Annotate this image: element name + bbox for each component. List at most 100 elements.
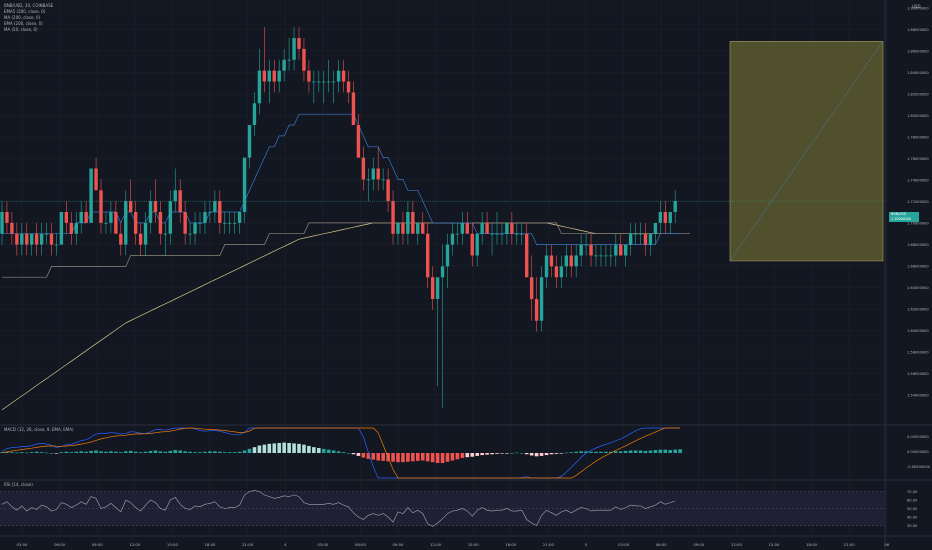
legend-ema5[interactable]: EMA5 (200, close, 0): [4, 9, 46, 14]
price-tick-label: 1.72000000: [907, 200, 929, 204]
rsi-pane[interactable]: [0, 490, 885, 527]
candle-body: [579, 244, 583, 256]
legend-symbol[interactable]: BNB/USD, 30, COINBASE: [4, 3, 54, 8]
candle-body: [133, 212, 138, 234]
candle-body: [10, 222, 14, 234]
macd-histogram-bar: [307, 445, 311, 453]
candle-body: [143, 222, 148, 245]
price-tick-label: 1.80000000: [907, 114, 929, 118]
candle-body: [564, 255, 568, 267]
candle-body: [460, 222, 465, 234]
candle-body: [356, 125, 361, 158]
candle-body: [609, 255, 613, 257]
candle-body: [544, 255, 549, 278]
macd-histogram-bar: [317, 448, 321, 453]
macd-histogram-bar: [321, 448, 326, 453]
candle-body: [173, 190, 177, 202]
macd-histogram-bar: [232, 452, 237, 453]
candle-body: [272, 70, 276, 82]
candle-body: [331, 81, 336, 83]
macd-histogram-bar: [64, 451, 69, 453]
macd-histogram-bar: [475, 453, 479, 456]
macd-pane[interactable]: [0, 427, 682, 479]
candle-body: [445, 244, 450, 267]
time-tick-label: 09:00: [92, 542, 104, 547]
candle-body: [534, 298, 539, 321]
macd-title[interactable]: MACD (12, 26, close, 9, EMA, EMA): [4, 427, 74, 432]
macd-histogram-bar: [569, 452, 574, 453]
candle-body: [262, 70, 267, 82]
indicator-legend[interactable]: BNB/USD, 30, COINBASE EMA5 (200, close, …: [4, 3, 53, 33]
price-axis[interactable]: 1.90000000 1.88000000 1.86000000 1.84000000…: [907, 7, 931, 528]
macd-histogram-bar: [252, 447, 257, 453]
macd-histogram-bar: [401, 453, 405, 463]
time-tick-label: 21:00: [543, 542, 555, 547]
candle-body: [490, 233, 494, 235]
candle-body: [297, 38, 301, 49]
macd-histogram-bar: [668, 450, 673, 453]
candle-body: [376, 168, 380, 180]
main-price-pane[interactable]: [0, 27, 885, 411]
price-tick-label: 1.82000000: [907, 93, 929, 97]
candle-body: [54, 244, 59, 246]
candle-body: [39, 233, 44, 245]
macd-histogram-bar: [262, 444, 267, 453]
currency-label[interactable]: USD: [912, 4, 921, 9]
macd-histogram-bar: [267, 443, 272, 453]
candle-body: [0, 212, 4, 234]
macd-histogram-bar: [173, 450, 178, 453]
legend-ma200[interactable]: MA (200, close, 0): [4, 15, 41, 20]
candle-body: [668, 212, 672, 223]
rsi-title[interactable]: RSI (14, close): [4, 482, 33, 487]
macd-histogram-bar: [544, 453, 549, 456]
rsi-tick-label: 50.00: [907, 507, 918, 511]
legend-ema200[interactable]: EMA (200, close, 0): [4, 21, 43, 26]
macd-histogram-bar: [297, 443, 301, 453]
candle-body: [228, 222, 232, 224]
legend-ma50[interactable]: MA (50, close, 0): [4, 27, 38, 32]
macd-histogram-bar: [49, 453, 54, 454]
candle-body: [168, 201, 172, 234]
candle-body: [485, 222, 489, 234]
macd-histogram-bar: [554, 453, 559, 454]
price-tick-label: 1.56000000: [907, 372, 929, 376]
candle-body: [648, 233, 653, 245]
macd-histogram-bar: [24, 452, 29, 454]
macd-histogram-bar: [29, 452, 34, 453]
macd-histogram-bar: [272, 443, 277, 453]
time-tick-label: 06:00: [54, 542, 66, 547]
macd-histogram-bar: [539, 453, 544, 456]
macd-histogram-bar: [425, 453, 430, 462]
macd-histogram-bar: [331, 450, 336, 453]
macd-histogram-bar: [193, 452, 197, 453]
macd-histogram-bar: [39, 452, 44, 453]
candle-body: [247, 125, 252, 158]
macd-histogram-bar: [341, 452, 346, 453]
price-tag-symbol: BNB/USD: [891, 212, 907, 216]
candle-body: [104, 222, 108, 224]
candle-body: [673, 201, 677, 212]
macd-histogram-bar: [604, 451, 608, 453]
candle-body: [20, 233, 24, 245]
candle-body: [188, 233, 192, 235]
candle-body: [59, 212, 64, 245]
time-axis[interactable]: 03:00 06:00 09:00 12:00 15:00 18:00 21:00 4 03:0…: [17, 542, 890, 547]
candle-body: [643, 233, 648, 245]
price-tick-label: 1.90000000: [907, 7, 929, 11]
candle-body: [505, 222, 509, 234]
candle-body: [529, 277, 534, 299]
rsi-tick-label: 60.00: [907, 498, 918, 502]
candle-body: [129, 201, 133, 212]
price-tick-label: 1.70000000: [907, 222, 929, 226]
macd-histogram-bar: [208, 451, 212, 453]
candle-body: [569, 255, 573, 267]
macd-histogram-bar: [69, 452, 74, 453]
time-tick-label: 5: [585, 542, 588, 547]
rsi-line: [1, 490, 676, 527]
price-tick-label: 1.68000000: [907, 243, 929, 247]
macd-histogram-bar: [653, 450, 658, 453]
macd-histogram-bar: [534, 453, 539, 457]
candle-body: [633, 233, 638, 235]
macd-histogram-bar: [133, 451, 138, 453]
